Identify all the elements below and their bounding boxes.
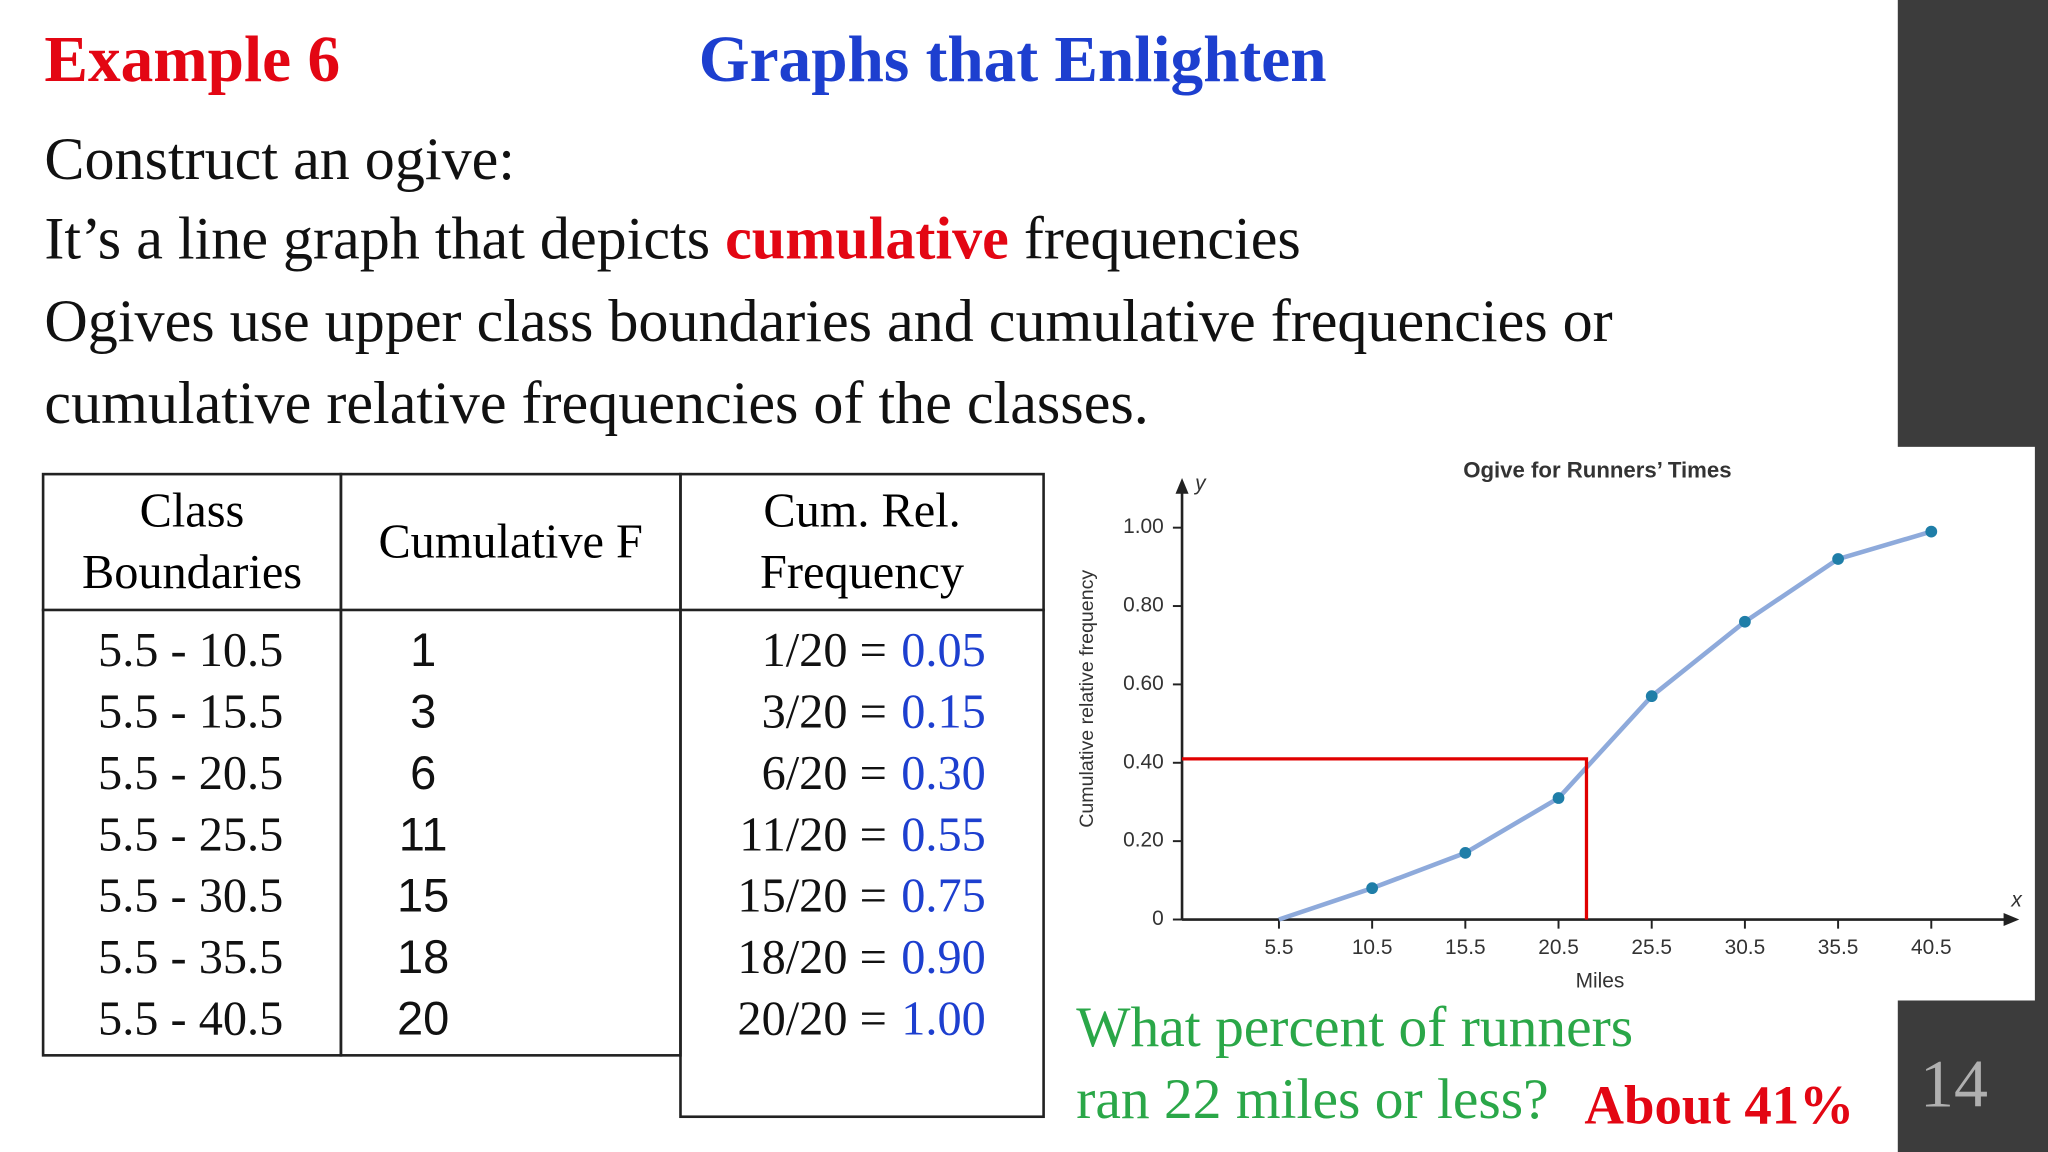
data-point: [1552, 792, 1565, 804]
table-cell: 5.5 - 35.5: [98, 931, 284, 985]
x-tick-label: 5.5: [1264, 936, 1293, 959]
table-cell: 18/20 =: [737, 931, 887, 985]
table-cell: 0.75: [901, 869, 986, 924]
axis-arrow: [1175, 478, 1189, 494]
question-line: ran 22 miles or less?: [1076, 1067, 1549, 1132]
table-cell: 5.5 - 40.5: [98, 992, 284, 1047]
example-label: Example 6: [44, 22, 341, 96]
table-cell: 1.00: [901, 992, 986, 1047]
data-point: [1925, 525, 1938, 538]
table-cell: 0.55: [901, 808, 986, 863]
text-line: It’s a line graph that depicts cumulativ…: [44, 208, 1300, 269]
x-tick-label: 10.5: [1352, 936, 1393, 959]
y-tick-label: 0.80: [1123, 594, 1164, 617]
table-cell: 3: [410, 684, 437, 738]
highlight: cumulative: [725, 205, 1009, 272]
axis-arrow: [2003, 912, 2020, 927]
annotation-guide: [1182, 757, 1589, 920]
table-header: Cum. Rel. Frequency: [760, 484, 965, 600]
data-point: [1459, 847, 1472, 859]
table-cell: 11: [398, 807, 448, 861]
x-tick-label: 15.5: [1445, 936, 1486, 959]
table-cell: 20/20 =: [737, 992, 887, 1047]
table-cell: 11/20 =: [739, 808, 887, 863]
x-tick-label: 40.5: [1911, 936, 1952, 959]
table-cell: 15/20 =: [737, 869, 887, 924]
table-cell: 5.5 - 30.5: [98, 869, 284, 924]
table-cell: 0.15: [901, 685, 986, 740]
chart-title: Ogive for Runners’ Times: [1463, 457, 1731, 482]
y-tick-label: 0.60: [1123, 672, 1164, 695]
header-rule: [41, 608, 1045, 612]
table-cell: 15: [397, 868, 450, 923]
x-axis-letter: x: [2010, 889, 2023, 912]
ogive-line: [1278, 529, 1932, 922]
data-point: [1832, 553, 1844, 565]
answer: About 41%: [1584, 1076, 1855, 1137]
text-line: cumulative relative frequencies of the c…: [44, 369, 1149, 437]
table-cell: 20: [397, 991, 450, 1045]
table-cell: 6: [410, 745, 437, 800]
text-line: Construct an ogive:: [44, 125, 515, 192]
table-header: Class Boundaries: [81, 484, 303, 600]
table-cell: 5.5 - 15.5: [98, 685, 284, 740]
chart-background: [1044, 446, 2035, 1001]
y-tick-label: 0.20: [1123, 829, 1164, 852]
table-cell: 5.5 - 20.5: [98, 747, 284, 801]
table-cell: 0.05: [901, 624, 986, 678]
y-tick-label: 0.40: [1123, 750, 1164, 773]
data-point: [1645, 690, 1658, 703]
text: frequencies: [1008, 205, 1301, 272]
x-tick-label: 30.5: [1725, 936, 1766, 959]
table-cell: 5.5 - 10.5: [98, 624, 284, 678]
y-axis-letter: y: [1193, 472, 1207, 495]
table-cell: 3/20 =: [761, 685, 887, 740]
table-cell: 5.5 - 25.5: [98, 808, 284, 863]
y-tick-label: 1.00: [1123, 515, 1164, 538]
chart: Ogive for Runners’ Times Miles Cumulativ…: [1044, 446, 2035, 1001]
slide-number: 14: [1919, 1047, 1988, 1122]
table-cell: 1/20 =: [761, 624, 887, 678]
text: It’s a line graph that depicts: [44, 205, 726, 272]
data-point: [1739, 615, 1751, 628]
y-axis-label: Cumulative relative frequency: [1076, 570, 1098, 828]
table-cell: 6/20 =: [761, 747, 887, 801]
slide-title: Graphs that Enlighten: [698, 22, 1327, 96]
table-header: Cumulative F: [378, 515, 643, 569]
table-cell: 1: [410, 623, 437, 677]
question-line: What percent of runners: [1076, 995, 1634, 1060]
x-tick-label: 20.5: [1538, 936, 1579, 959]
table-cell: 18: [397, 929, 450, 984]
table-cell: 0.90: [901, 931, 986, 985]
x-tick-label: 25.5: [1631, 936, 1672, 959]
text-line: Ogives use upper class boundaries and cu…: [44, 287, 1613, 354]
y-tick-label: 0: [1152, 907, 1164, 930]
x-tick-label: 35.5: [1818, 936, 1859, 959]
table-column: [679, 472, 1045, 1119]
table-cell: 0.30: [901, 747, 986, 801]
data-point: [1366, 882, 1379, 895]
x-axis-label: Miles: [1576, 970, 1625, 993]
